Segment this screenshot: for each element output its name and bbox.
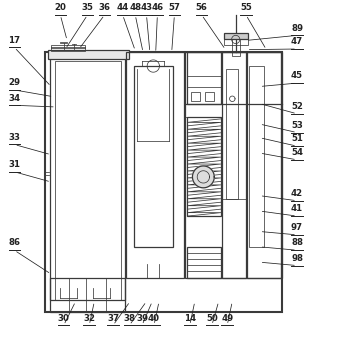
Text: 97: 97 [291, 223, 303, 232]
Text: 30: 30 [58, 314, 70, 322]
Bar [185, 52, 282, 277]
Text: 41: 41 [291, 204, 303, 213]
Bar [133, 66, 173, 247]
Text: 46: 46 [151, 3, 163, 12]
Text: 43: 43 [141, 3, 153, 12]
Text: 56: 56 [196, 3, 208, 12]
Bar [187, 117, 221, 216]
Text: 33: 33 [8, 133, 20, 142]
Text: 57: 57 [168, 3, 181, 12]
Text: 32: 32 [83, 314, 95, 322]
Bar [50, 277, 125, 311]
Text: 44: 44 [117, 3, 129, 12]
Bar [249, 66, 264, 247]
Bar [126, 52, 184, 277]
Bar [205, 92, 213, 101]
Bar [50, 58, 125, 300]
Text: 55: 55 [240, 3, 252, 12]
Bar [224, 39, 248, 45]
Text: 34: 34 [8, 94, 21, 103]
Text: 45: 45 [291, 71, 303, 80]
Text: 50: 50 [206, 314, 218, 322]
Text: 36: 36 [98, 3, 110, 12]
Text: 17: 17 [8, 36, 21, 45]
Text: 49: 49 [221, 314, 233, 322]
Text: 48: 48 [129, 3, 141, 12]
Text: 29: 29 [8, 78, 20, 87]
Text: 40: 40 [148, 314, 160, 322]
Bar [232, 39, 240, 56]
Bar [192, 92, 200, 101]
Text: 39: 39 [136, 314, 148, 322]
Text: 53: 53 [291, 121, 303, 130]
Bar [51, 45, 85, 48]
Text: 31: 31 [8, 160, 20, 169]
Text: 42: 42 [291, 189, 303, 198]
Text: 38: 38 [123, 314, 135, 322]
Text: 98: 98 [291, 254, 303, 263]
Bar [54, 61, 121, 300]
Bar [187, 247, 221, 277]
Polygon shape [193, 166, 214, 188]
Text: 47: 47 [291, 37, 303, 46]
Text: 20: 20 [54, 3, 66, 12]
Bar [48, 50, 129, 59]
Bar [224, 33, 248, 39]
Text: 86: 86 [8, 238, 20, 248]
Text: 37: 37 [107, 314, 119, 322]
Bar [226, 69, 238, 199]
Bar [247, 52, 281, 277]
Text: 88: 88 [291, 238, 303, 248]
Bar [187, 52, 221, 104]
Text: 89: 89 [291, 24, 303, 33]
Bar [222, 52, 246, 277]
Text: 54: 54 [291, 148, 303, 157]
Text: 52: 52 [291, 102, 303, 111]
Text: 35: 35 [82, 3, 93, 12]
Text: 51: 51 [291, 134, 303, 143]
Text: 14: 14 [184, 314, 196, 322]
Bar [45, 52, 282, 311]
Bar [51, 47, 85, 51]
